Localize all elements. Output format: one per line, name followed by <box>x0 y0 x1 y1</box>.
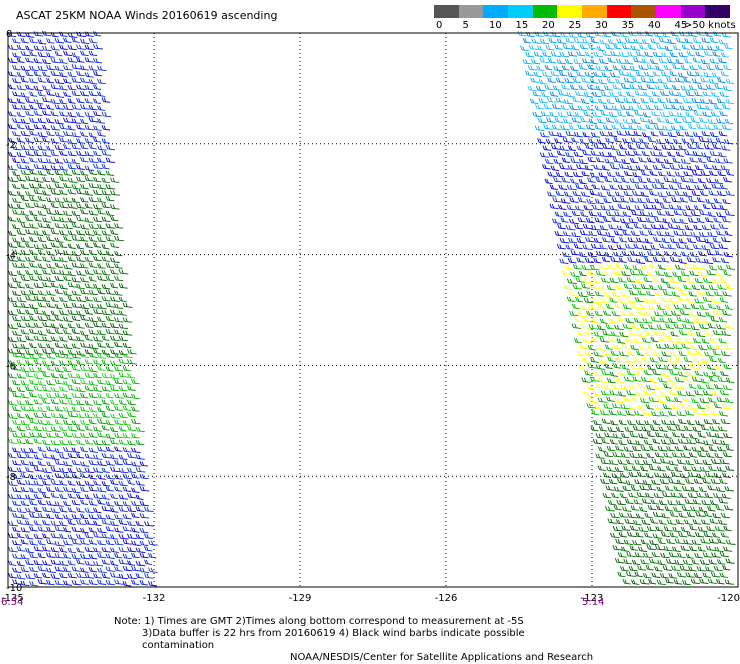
colorbar-label: 20 <box>542 20 555 31</box>
plot-frame <box>7 32 739 588</box>
wind-barb-group <box>8 352 145 446</box>
colorbar-swatch <box>483 5 509 18</box>
colorbar-swatch <box>705 5 731 18</box>
colorbar-label: 25 <box>568 20 582 31</box>
wind-speed-colorbar: 0 5 10 15 20 25 30 35 40 45 >50 knots <box>434 5 736 33</box>
y-tick-label: -6 <box>6 361 16 372</box>
y-tick-label: -2 <box>6 140 16 151</box>
wind-barb-group <box>566 264 735 417</box>
colorbar-swatch <box>606 5 632 18</box>
wind-barb-group <box>566 264 735 416</box>
x-tick-label: -129 <box>289 593 312 604</box>
wind-barb-group <box>8 31 158 587</box>
wind-barbs <box>8 30 736 587</box>
wind-barb-group <box>8 352 136 444</box>
wind-barb-group <box>520 31 734 131</box>
axis-labels: -135 -132 -129 -126 -123 -120 0 -2 -4 -6 -8 -10 <box>1 29 740 604</box>
wind-barb-group <box>539 130 735 264</box>
colorbar-swatch <box>557 5 583 18</box>
chart-title: ASCAT 25KM NOAA Winds 20160619 ascending <box>16 9 278 22</box>
wind-barb-group <box>564 263 734 416</box>
wind-map-plot: -135 -132 -129 -126 -123 -120 0 -2 -4 -6 -8 -10 <box>1 29 740 604</box>
colorbar-label: 5 <box>462 20 469 31</box>
wind-barb-group <box>597 420 736 586</box>
colorbar-swatch <box>532 5 558 18</box>
wind-barb-group <box>537 130 733 265</box>
x-tick-label: -126 <box>435 593 458 604</box>
wind-barb-group <box>590 418 735 585</box>
wind-barb-group <box>8 169 133 356</box>
wind-barb-group <box>522 31 728 131</box>
grid-lines <box>8 33 738 587</box>
colorbar-swatch <box>631 5 657 18</box>
notes-block: Note: 1) Times are GMT 2)Times along bot… <box>114 616 594 664</box>
x-tick-label: -123 <box>581 593 604 604</box>
time-label-west: 6:54 <box>1 597 24 608</box>
colorbar-swatch <box>458 5 484 18</box>
colorbar-label: 45 <box>674 20 688 31</box>
x-tick-label: -135 <box>1 593 24 604</box>
colorbar-label: 35 <box>621 20 635 31</box>
x-tick-label: -132 <box>143 593 166 604</box>
y-tick-label: -4 <box>6 251 16 262</box>
wind-barb-group <box>8 352 145 446</box>
y-tick-label: 0 <box>6 29 12 40</box>
colorbar-label: 10 <box>489 20 502 31</box>
y-tick-label: -8 <box>6 472 16 483</box>
colorbar-label: 40 <box>648 20 661 31</box>
note-line-1: Note: 1) Times are GMT 2)Times along bot… <box>114 616 524 627</box>
note-line-3: NOAA/NESDIS/Center for Satellite Applica… <box>290 652 594 663</box>
wind-barb-group <box>8 169 129 356</box>
wind-barb-group <box>570 264 734 417</box>
colorbar-label: 0 <box>436 20 443 31</box>
wind-barb-group <box>539 130 735 263</box>
y-tick-label: -10 <box>6 583 22 594</box>
wind-barb-group <box>8 169 137 356</box>
colorbar-swatch <box>680 5 706 18</box>
colorbar-label: 15 <box>515 20 529 31</box>
wind-barb-group <box>8 31 158 587</box>
colorbar-swatch <box>508 5 534 18</box>
x-tick-label: -120 <box>717 593 740 604</box>
colorbar-swatch <box>656 5 682 18</box>
colorbar-label: 30 <box>595 20 608 31</box>
wind-barb-group <box>517 30 735 131</box>
colorbar-label: >50 knots <box>684 20 736 31</box>
wind-barb-group <box>8 30 157 586</box>
colorbar-swatch <box>434 5 460 18</box>
colorbar-swatch <box>582 5 608 18</box>
wind-barb-group <box>561 263 734 416</box>
time-label-east: 5:14 <box>582 597 605 608</box>
wind-barb-group <box>593 418 734 586</box>
note-line-2: 3)Data buffer is 22 hrs from 20160619 4)… <box>142 628 525 651</box>
